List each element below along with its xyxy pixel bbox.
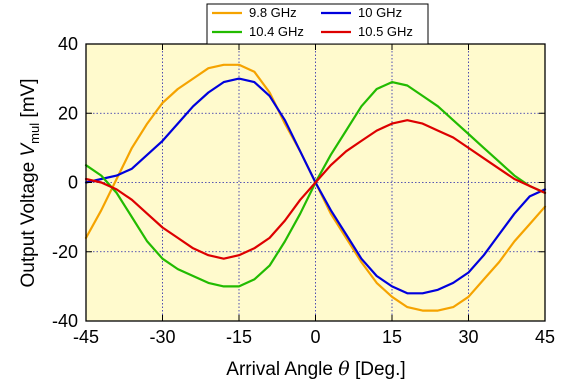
y-axis-label: Output Voltage Vmul [mV] [18,79,42,288]
x-tick-label: 15 [382,327,402,347]
legend-label-2: 10.4 GHz [249,24,304,39]
y-tick-label: 0 [68,173,78,193]
x-tick-label: 45 [535,327,555,347]
x-tick-label: 30 [458,327,478,347]
x-axis-label: Arrival Angle θ [Deg.] [226,358,405,380]
legend-label-3: 10.5 GHz [358,24,413,39]
x-tick-label: -45 [73,327,99,347]
axis-ticks: -45 -30 -15 0 15 30 45 -40 -20 0 20 40 [52,34,555,347]
legend-label-0: 9.8 GHz [249,5,297,20]
y-tick-label: -40 [52,311,78,331]
y-tick-label: 40 [58,34,78,54]
y-tick-label: 20 [58,103,78,123]
legend-box [206,3,429,45]
series-lines [84,63,547,312]
y-tick-label: -20 [52,242,78,262]
x-tick-label: -30 [149,327,175,347]
grid-lines [86,44,545,321]
series-line-3 [84,119,547,260]
x-tick-label: -15 [226,327,252,347]
x-tick-label: 0 [310,327,320,347]
legend: 9.8 GHz 10 GHz 10.4 GHz 10.5 GHz [206,3,429,45]
legend-label-1: 10 GHz [358,5,402,20]
